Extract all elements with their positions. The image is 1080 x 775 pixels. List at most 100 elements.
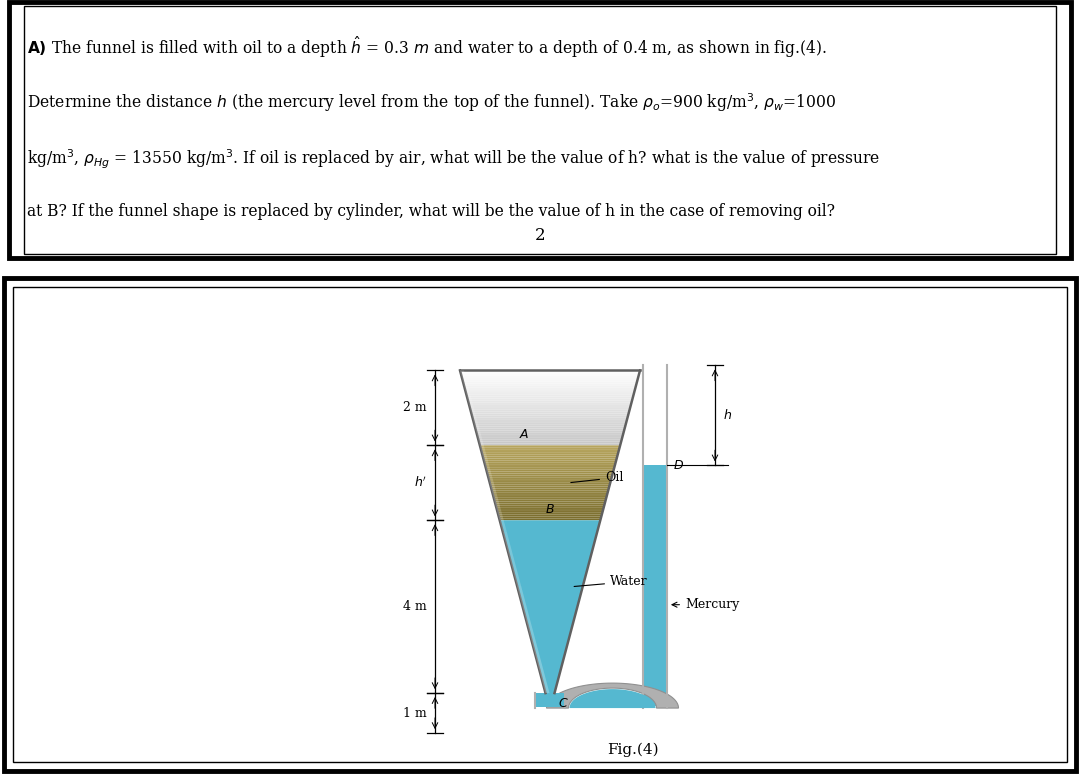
Polygon shape bbox=[460, 370, 640, 372]
Polygon shape bbox=[472, 417, 627, 419]
Polygon shape bbox=[472, 415, 629, 417]
Polygon shape bbox=[490, 487, 609, 488]
Polygon shape bbox=[468, 401, 632, 402]
Polygon shape bbox=[474, 424, 492, 478]
Text: Fig.(4): Fig.(4) bbox=[607, 742, 659, 757]
Polygon shape bbox=[488, 477, 611, 479]
Polygon shape bbox=[480, 446, 620, 447]
Polygon shape bbox=[465, 391, 635, 393]
Polygon shape bbox=[497, 509, 604, 511]
Polygon shape bbox=[465, 389, 635, 391]
Bar bbox=[644, 465, 666, 706]
Polygon shape bbox=[483, 456, 617, 459]
Polygon shape bbox=[476, 430, 624, 432]
Polygon shape bbox=[491, 491, 608, 492]
Polygon shape bbox=[496, 505, 605, 507]
Text: 4 m: 4 m bbox=[403, 600, 427, 613]
Polygon shape bbox=[499, 517, 602, 518]
Polygon shape bbox=[473, 419, 627, 421]
Polygon shape bbox=[461, 374, 639, 376]
Polygon shape bbox=[486, 468, 615, 470]
Polygon shape bbox=[517, 586, 536, 639]
Text: Determine the distance $h$ (the mercury level from the top of the funnel). Take : Determine the distance $h$ (the mercury … bbox=[27, 91, 836, 114]
Polygon shape bbox=[480, 443, 621, 446]
Polygon shape bbox=[495, 501, 605, 504]
Polygon shape bbox=[491, 488, 609, 491]
Text: 2 m: 2 m bbox=[403, 401, 427, 415]
Polygon shape bbox=[464, 388, 635, 389]
Polygon shape bbox=[497, 511, 603, 513]
Polygon shape bbox=[498, 515, 602, 517]
Polygon shape bbox=[475, 429, 624, 430]
Polygon shape bbox=[481, 449, 619, 451]
Polygon shape bbox=[531, 639, 550, 693]
Polygon shape bbox=[474, 425, 625, 427]
Polygon shape bbox=[477, 434, 623, 436]
Polygon shape bbox=[463, 382, 637, 384]
Polygon shape bbox=[477, 438, 622, 439]
Polygon shape bbox=[474, 423, 626, 425]
Polygon shape bbox=[484, 462, 616, 464]
Text: $\mathbf{A)}$ The funnel is filled with oil to a depth $\hat{h}$ = 0.3 $m$ and w: $\mathbf{A)}$ The funnel is filled with … bbox=[27, 34, 827, 60]
Text: $A$: $A$ bbox=[518, 429, 529, 442]
Bar bbox=[644, 366, 666, 465]
Polygon shape bbox=[467, 394, 634, 397]
Polygon shape bbox=[468, 398, 633, 401]
Polygon shape bbox=[482, 451, 619, 453]
Polygon shape bbox=[490, 484, 610, 487]
Polygon shape bbox=[476, 432, 623, 434]
Text: Water: Water bbox=[575, 575, 648, 588]
Polygon shape bbox=[473, 421, 626, 423]
Polygon shape bbox=[492, 494, 607, 496]
Text: kg/m$^3$, $\rho_{Hg}$ = 13550 kg/m$^3$. If oil is replaced by air, what will be : kg/m$^3$, $\rho_{Hg}$ = 13550 kg/m$^3$. … bbox=[27, 148, 880, 171]
Polygon shape bbox=[481, 447, 620, 449]
Polygon shape bbox=[478, 442, 621, 443]
Polygon shape bbox=[461, 376, 638, 378]
Polygon shape bbox=[470, 406, 631, 408]
Polygon shape bbox=[499, 518, 600, 520]
Polygon shape bbox=[488, 475, 612, 477]
Polygon shape bbox=[462, 378, 638, 380]
Polygon shape bbox=[460, 370, 478, 424]
Text: Oil: Oil bbox=[571, 471, 623, 484]
Polygon shape bbox=[463, 384, 636, 385]
Polygon shape bbox=[489, 483, 610, 484]
Text: $D$: $D$ bbox=[673, 459, 684, 472]
Bar bbox=[536, 693, 564, 707]
Text: $C$: $C$ bbox=[557, 697, 568, 710]
Polygon shape bbox=[489, 481, 610, 483]
Polygon shape bbox=[462, 380, 637, 382]
Polygon shape bbox=[496, 507, 604, 509]
Polygon shape bbox=[465, 393, 634, 394]
Polygon shape bbox=[475, 427, 625, 429]
Text: 2: 2 bbox=[535, 227, 545, 244]
Polygon shape bbox=[485, 464, 616, 466]
Polygon shape bbox=[569, 689, 656, 708]
Text: $h'$: $h'$ bbox=[414, 476, 427, 490]
Polygon shape bbox=[477, 436, 623, 438]
Polygon shape bbox=[471, 414, 629, 415]
Polygon shape bbox=[503, 532, 521, 586]
Polygon shape bbox=[494, 498, 606, 500]
Polygon shape bbox=[484, 460, 617, 462]
Text: at B? If the funnel shape is replaced by cylinder, what will be the value of h i: at B? If the funnel shape is replaced by… bbox=[27, 202, 835, 219]
Polygon shape bbox=[494, 496, 607, 498]
Polygon shape bbox=[470, 408, 630, 410]
Polygon shape bbox=[467, 397, 633, 398]
Polygon shape bbox=[471, 410, 630, 412]
Polygon shape bbox=[500, 520, 600, 693]
Polygon shape bbox=[483, 455, 618, 456]
Polygon shape bbox=[469, 402, 632, 405]
Polygon shape bbox=[495, 500, 606, 501]
Polygon shape bbox=[489, 479, 611, 481]
Polygon shape bbox=[487, 472, 613, 474]
Polygon shape bbox=[471, 412, 629, 414]
Polygon shape bbox=[492, 492, 608, 494]
Polygon shape bbox=[488, 478, 507, 532]
Polygon shape bbox=[496, 504, 605, 505]
Polygon shape bbox=[464, 385, 636, 388]
Text: $h$: $h$ bbox=[723, 408, 732, 422]
Polygon shape bbox=[484, 459, 617, 460]
Polygon shape bbox=[460, 372, 639, 374]
Polygon shape bbox=[546, 683, 678, 708]
